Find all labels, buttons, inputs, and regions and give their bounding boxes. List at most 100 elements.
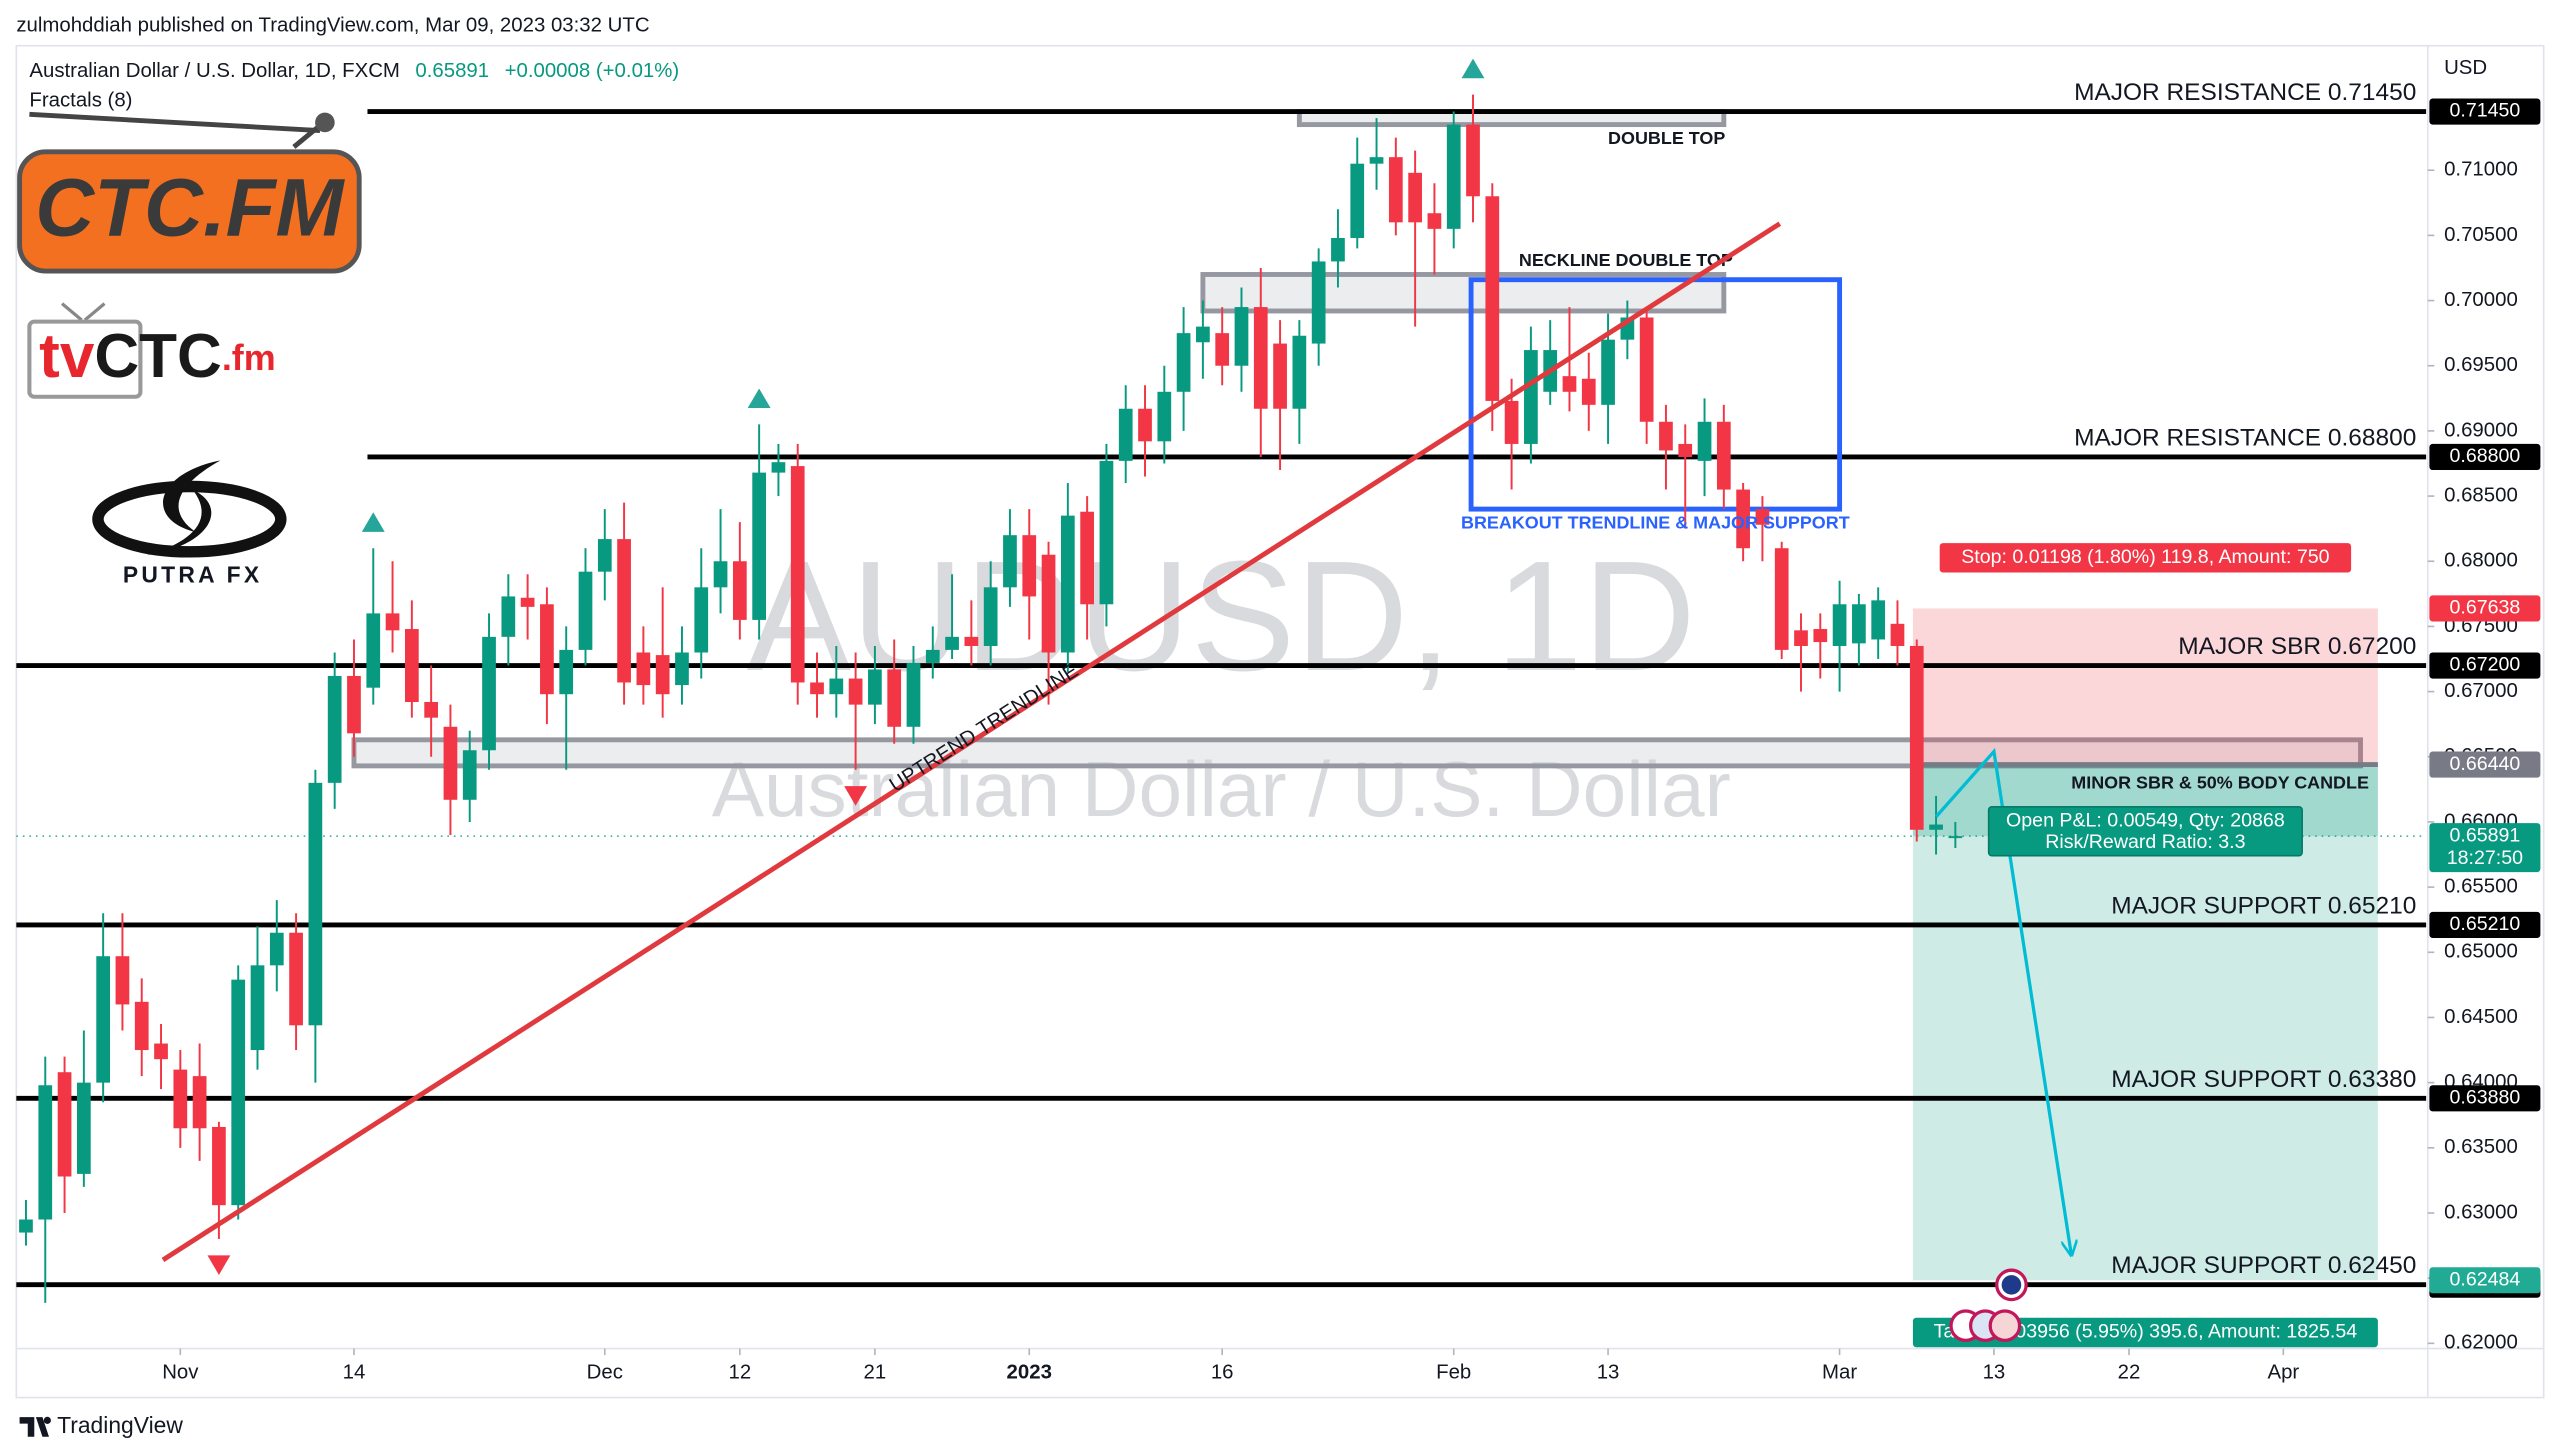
candle-body [945, 636, 959, 650]
candle-body [1331, 237, 1345, 262]
logo-box [17, 149, 362, 274]
y-tick-label: 0.63000 [2444, 1201, 2518, 1223]
entry-price-tag-box [2429, 751, 2541, 778]
target-label-box [1912, 1317, 2378, 1348]
candle-body [19, 1219, 33, 1233]
x-tick-label: Feb [1436, 1361, 1471, 1383]
y-tick-label: 0.71000 [2444, 159, 2518, 181]
x-tick-label: 14 [343, 1361, 366, 1383]
x-tick-label: 13 [1597, 1361, 1620, 1383]
y-tick-label: 0.70000 [2444, 289, 2518, 311]
y-tick-label: 0.70500 [2444, 224, 2518, 246]
candle-body [1060, 515, 1075, 653]
candle-body [713, 561, 728, 588]
target-price-tag-box [2429, 1267, 2541, 1294]
brand-logo [19, 1417, 49, 1437]
level-price-tag: 0.65210 [2450, 913, 2521, 935]
candle-body [1929, 824, 1943, 830]
logo-part: tv [39, 322, 95, 391]
y-tick-label: 0.65000 [2444, 941, 2518, 963]
logo-putra: PUTRA FX [92, 460, 287, 587]
x-tick-label: Apr [2267, 1361, 2299, 1383]
candle-body [1697, 421, 1712, 461]
candle-body [366, 613, 381, 688]
candle-body [1003, 535, 1017, 588]
candle-body [1639, 317, 1654, 422]
candle-body [462, 750, 477, 800]
candle-body [868, 669, 882, 705]
candle-body [1350, 163, 1365, 238]
candle-body [231, 979, 246, 1206]
last-price: 0.65891 [415, 60, 489, 82]
fractal-down [207, 1255, 231, 1275]
logo-part: CTC [94, 322, 222, 391]
candle-body [887, 669, 902, 727]
x-tick-label: 16 [1211, 1361, 1234, 1383]
pnl-label: Open P&L: 0.00549, Qty: 20868 [2006, 810, 2285, 832]
stop-label-box [1939, 543, 2352, 573]
candle-body [347, 675, 361, 734]
candle-body [1813, 629, 1828, 643]
candle-body [1659, 421, 1673, 451]
candle-body [829, 678, 844, 695]
candle-body [617, 539, 631, 683]
current-price-tag-box [2429, 823, 2541, 873]
candle-body [1774, 548, 1789, 650]
candle-body [1388, 157, 1403, 223]
candle-body [983, 587, 998, 646]
candle-body [520, 597, 535, 607]
candle-body [1041, 554, 1056, 653]
x-tick-label: Dec [587, 1361, 623, 1383]
candle-body [385, 613, 400, 631]
current-price-tag: 0.65891 [2450, 824, 2521, 846]
candle-body [1890, 623, 1905, 646]
candle-body [1678, 443, 1693, 457]
candle-body [925, 649, 940, 663]
candle-body [732, 561, 747, 620]
symbol-name: Australian Dollar / U.S. Dollar, 1D, FXC… [29, 60, 400, 82]
candle-body [810, 682, 824, 695]
level-label: MAJOR SUPPORT 0.63380 [2111, 1066, 2416, 1093]
logo-text: PUTRA FX [123, 561, 263, 587]
candle-body [1716, 421, 1731, 490]
level-label: MAJOR SUPPORT 0.65210 [2111, 892, 2416, 919]
candle-body [1311, 261, 1326, 344]
x-tick-label: Mar [1822, 1361, 1857, 1383]
candle-body [655, 655, 670, 695]
logo-part: .fm [222, 337, 276, 378]
candle-body [1138, 408, 1152, 442]
candle-body [1581, 378, 1596, 405]
candle-body [173, 1069, 188, 1129]
candle-body [1504, 400, 1519, 444]
candle-body [1852, 604, 1866, 644]
level-price-tag-box [2429, 443, 2541, 471]
breakout-box [1468, 277, 1843, 512]
candle-body [289, 932, 303, 1026]
candle-body [848, 678, 863, 705]
candle-body [1080, 511, 1094, 605]
candle-body [1196, 326, 1210, 343]
rr-label: Risk/Reward Ratio: 3.3 [2045, 831, 2245, 853]
level-price-tag: 0.71450 [2450, 100, 2521, 122]
candle-body [327, 675, 342, 783]
plot-layer [16, 94, 2427, 1303]
symbol-header: Australian Dollar / U.S. Dollar, 1D, FXC… [29, 60, 679, 82]
candle-body [1273, 343, 1287, 409]
stop-area [1912, 608, 2378, 765]
countdown: 18:27:50 [2447, 847, 2523, 869]
zone-label: DOUBLE TOP [1608, 128, 1725, 148]
logo-text: tvCTC.fm [39, 322, 276, 391]
candle-body [96, 956, 111, 1083]
candle-body [1466, 124, 1480, 197]
candle-body [1871, 600, 1886, 640]
x-tick-label: 21 [864, 1361, 887, 1383]
watermark-subtitle: Australian Dollar / U.S. Dollar [712, 745, 1731, 833]
y-tick-label: 0.67000 [2444, 680, 2518, 702]
candle-body [597, 539, 612, 572]
candle-body [790, 466, 805, 683]
x-tick-label: 22 [2118, 1361, 2141, 1383]
candle-body [424, 702, 439, 718]
candle-body [752, 472, 766, 620]
